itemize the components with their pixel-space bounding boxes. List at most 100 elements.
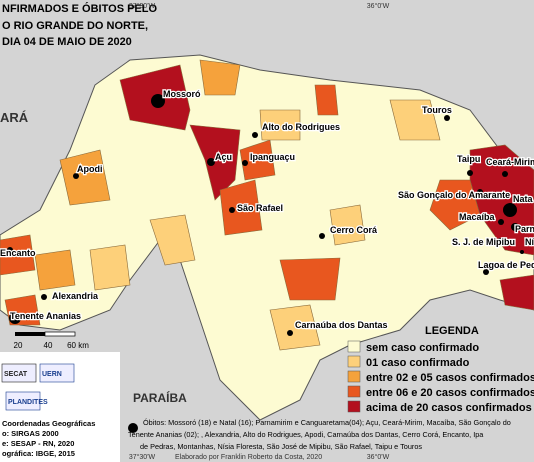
municipality	[269, 304, 321, 351]
legend-swatch	[347, 400, 361, 413]
place-label: Nata	[513, 194, 534, 204]
state-map	[0, 54, 534, 421]
place-label: Taipu	[457, 154, 480, 164]
place-label: Alto do Rodrigues	[262, 122, 340, 132]
municipality	[0, 234, 36, 276]
legend-swatch	[347, 355, 361, 368]
death-marker	[483, 269, 489, 275]
death-marker	[229, 207, 235, 213]
legend-label: acima de 20 casos confirmados	[366, 402, 532, 414]
logo	[5, 391, 41, 411]
municipality	[59, 149, 111, 206]
region-label: ARÁ	[0, 110, 29, 125]
title-line: O RIO GRANDE DO NORTE,	[2, 20, 148, 32]
place-label: São Rafael	[237, 203, 283, 213]
place-label: Nís	[525, 237, 534, 247]
municipality	[389, 99, 441, 141]
death-marker	[498, 219, 504, 225]
death-marker	[444, 115, 450, 121]
death-marker	[511, 223, 519, 231]
scale-bar	[44, 331, 76, 337]
place-label: Ceará-Mirim	[486, 157, 534, 167]
logo	[39, 363, 75, 383]
death-marker	[503, 203, 517, 217]
logo-text: SECAT	[4, 371, 28, 378]
legend-swatch	[347, 370, 361, 383]
legend-swatch	[347, 340, 361, 353]
place-label: Apodi	[77, 164, 103, 174]
credit-line: Coordenadas Geográficas	[2, 419, 95, 428]
place-label: São Gonçalo do Amarante	[398, 190, 510, 200]
death-marker	[207, 158, 215, 166]
death-marker	[497, 238, 503, 244]
death-marker	[151, 94, 165, 108]
municipality	[219, 179, 263, 236]
legend-label: 01 caso confirmado	[366, 357, 470, 369]
death-marker	[9, 312, 21, 324]
obitos-line: de Pedras, Montanhas, Nísia Floresta, Sã…	[140, 442, 422, 451]
death-marker	[242, 160, 248, 166]
municipality	[199, 59, 241, 96]
legend-swatch	[347, 385, 361, 398]
death-marker	[477, 189, 483, 195]
death-marker	[73, 173, 79, 179]
place-label: Carnaúba dos Dantas	[295, 320, 388, 330]
municipality	[89, 244, 131, 291]
credit-line: ográfica: IBGE, 2015	[2, 449, 75, 458]
legend-title: LEGENDA	[425, 325, 479, 337]
scale-label: 60 km	[67, 341, 89, 350]
place-label: Mossoró	[163, 89, 201, 99]
place-label: Ipanguaçu	[250, 152, 295, 162]
state-outline	[0, 54, 534, 421]
title-line: NFIRMADOS E ÓBITOS PELO	[2, 2, 157, 15]
author: Elaborado por Franklin Roberto da Costa,…	[175, 454, 322, 461]
obitos-line: Óbitos: Mossoró (18) e Natal (16); Parna…	[143, 418, 511, 427]
death-marker	[287, 330, 293, 336]
place-label: Açu	[215, 152, 232, 162]
death-marker	[252, 132, 258, 138]
municipality	[259, 109, 301, 141]
place-label: Cerro Corá	[330, 225, 378, 235]
place-label: Parn	[515, 224, 534, 234]
coord-label: 37°30'W	[129, 453, 156, 461]
municipality	[429, 179, 481, 231]
municipality	[34, 249, 76, 291]
legend-label: entre 06 e 20 casos confirmados	[366, 387, 534, 399]
place-label: Macaíba	[459, 212, 496, 222]
death-marker	[467, 170, 473, 176]
death-marker	[7, 247, 13, 253]
municipality	[329, 204, 366, 246]
death-marker	[41, 294, 47, 300]
region-label: PARAÍBA	[133, 390, 187, 405]
place-label: S. J. de Mipibu	[452, 237, 515, 247]
scale-bar	[15, 332, 45, 336]
death-marker	[520, 250, 524, 254]
death-marker	[319, 233, 325, 239]
municipality	[149, 214, 196, 266]
legend-label: sem caso confirmado	[366, 342, 479, 354]
credit-line: o: SIRGAS 2000	[2, 429, 59, 438]
place-label: Touros	[422, 105, 452, 115]
logo-text: PLANDITES	[8, 399, 48, 406]
municipality	[279, 257, 341, 301]
legend-label: entre 02 e 05 casos confirmados	[366, 372, 534, 384]
coord-label: 37°30'W	[129, 2, 156, 10]
death-marker	[502, 171, 508, 177]
credit-line: e: SESAP - RN, 2020	[2, 439, 74, 448]
municipality	[314, 84, 339, 116]
scale-label: 20	[14, 341, 23, 350]
municipality	[239, 139, 276, 181]
place-label: Alexandria	[52, 291, 99, 301]
scale-label: 40	[44, 341, 53, 350]
coord-label: 36°0'W	[367, 453, 390, 461]
place-label: Tenente Ananias	[10, 311, 81, 321]
title-line: DIA 04 DE MAIO DE 2020	[2, 36, 132, 48]
obitos-line: Tenente Ananias (02); , Alexandria, Alto…	[128, 430, 484, 439]
place-label: Encanto	[0, 248, 36, 258]
logo-text: UERN	[42, 371, 62, 378]
death-marker	[128, 423, 138, 433]
logo	[1, 363, 37, 383]
municipality	[499, 274, 534, 311]
coord-label: 36°0'W	[367, 2, 390, 10]
